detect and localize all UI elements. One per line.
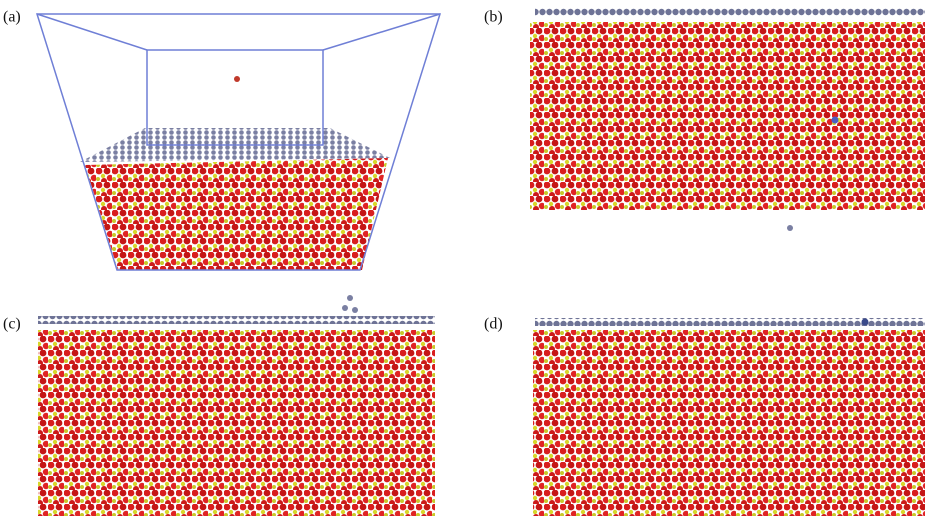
defect-atom <box>832 117 839 124</box>
crystal-slab <box>38 330 435 516</box>
crystal-slab <box>533 330 925 516</box>
box-edge <box>323 14 440 50</box>
defect-atom <box>862 319 869 326</box>
displaced-atom <box>342 305 348 311</box>
panel-label: (a) <box>3 9 21 26</box>
graphene-sheet <box>535 8 925 16</box>
panel-a: (a) <box>3 9 440 270</box>
panel-label: (d) <box>484 316 503 333</box>
panel-c: (c) <box>3 295 435 516</box>
panel-label: (c) <box>3 316 21 333</box>
crystal-slab <box>530 22 925 210</box>
displaced-atom <box>352 307 358 313</box>
panel-label: (b) <box>484 9 503 26</box>
displaced-atom <box>347 295 353 301</box>
panel-b: (b) <box>484 8 925 231</box>
free-atom <box>234 76 240 82</box>
free-atom <box>787 225 793 231</box>
box-edge <box>37 14 147 50</box>
panel-d: (d) <box>484 316 925 516</box>
page: (a) (b) (c) (d) (() => { const data = <box>0 0 929 518</box>
figure: (a) (b) (c) (d) <box>0 0 929 518</box>
graphene-sheet <box>38 316 435 324</box>
crystal-slab <box>85 158 388 270</box>
